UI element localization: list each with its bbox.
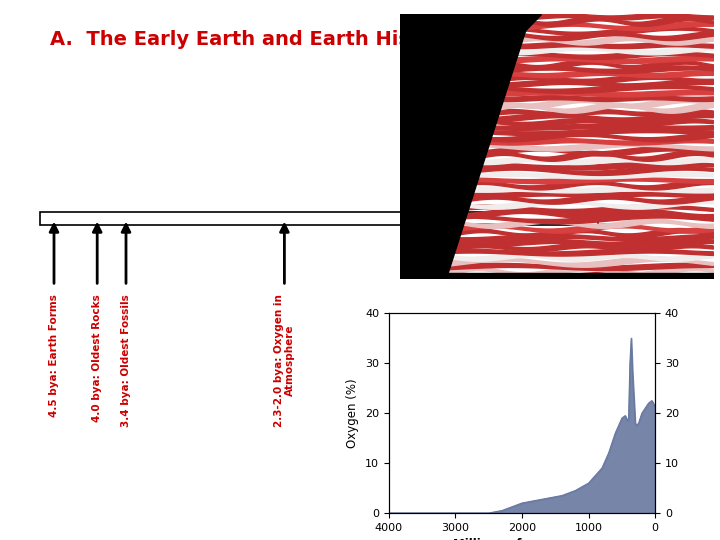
X-axis label: Millions of years ago: Millions of years ago <box>453 538 591 540</box>
Text: 4.5 bya: Earth Forms: 4.5 bya: Earth Forms <box>49 294 59 417</box>
Text: A.  The Early Earth and Earth History: A. The Early Earth and Earth History <box>50 30 456 49</box>
Polygon shape <box>400 14 531 278</box>
Y-axis label: Oxygen (%): Oxygen (%) <box>346 379 359 448</box>
Text: 3.4 bya: Oldest Fossils: 3.4 bya: Oldest Fossils <box>121 294 131 427</box>
Text: 2.3-2.0 bya: Oxygen in
Atmosphere: 2.3-2.0 bya: Oxygen in Atmosphere <box>274 294 295 427</box>
Polygon shape <box>400 14 541 159</box>
Text: 4.0 bya: Oldest Rocks: 4.0 bya: Oldest Rocks <box>92 294 102 422</box>
FancyBboxPatch shape <box>40 212 598 225</box>
